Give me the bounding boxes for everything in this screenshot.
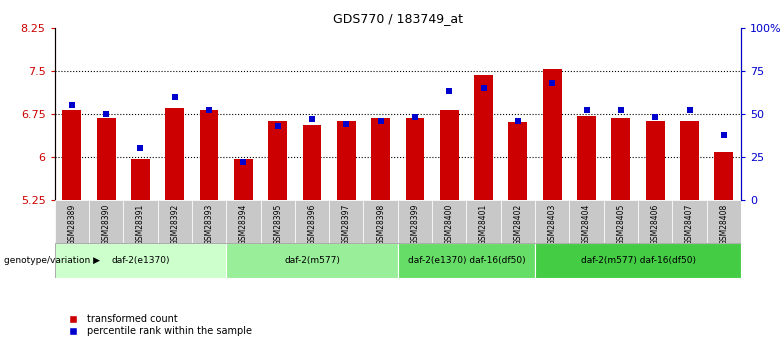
Bar <box>371 118 390 200</box>
Bar <box>569 200 604 243</box>
Text: daf-2(m577): daf-2(m577) <box>284 256 340 265</box>
Title: GDS770 / 183749_at: GDS770 / 183749_at <box>333 12 463 25</box>
Text: GSM28391: GSM28391 <box>136 204 145 245</box>
Bar <box>337 121 356 200</box>
Bar <box>398 243 535 278</box>
Bar <box>158 200 192 243</box>
Bar <box>680 121 699 200</box>
Text: GSM28402: GSM28402 <box>513 204 523 245</box>
Bar <box>55 200 89 243</box>
Bar <box>714 152 733 200</box>
Text: GSM28392: GSM28392 <box>170 204 179 245</box>
Text: GSM28399: GSM28399 <box>410 204 420 245</box>
Bar <box>638 200 672 243</box>
Bar <box>89 200 123 243</box>
Bar <box>165 108 184 200</box>
Bar <box>234 159 253 200</box>
Bar <box>398 200 432 243</box>
Bar <box>672 200 707 243</box>
Bar <box>406 118 424 200</box>
Bar <box>55 243 226 278</box>
Bar <box>543 69 562 200</box>
Bar <box>474 75 493 200</box>
Bar <box>440 110 459 200</box>
Bar <box>295 200 329 243</box>
Text: GSM28400: GSM28400 <box>445 204 454 245</box>
Text: GSM28406: GSM28406 <box>651 204 660 245</box>
Text: GSM28401: GSM28401 <box>479 204 488 245</box>
Text: GSM28396: GSM28396 <box>307 204 317 245</box>
Bar <box>97 118 115 200</box>
Text: GSM28393: GSM28393 <box>204 204 214 245</box>
Bar <box>226 243 398 278</box>
Bar <box>707 200 741 243</box>
Text: GSM28394: GSM28394 <box>239 204 248 245</box>
Legend: transformed count, percentile rank within the sample: transformed count, percentile rank withi… <box>59 310 256 340</box>
Bar <box>226 200 261 243</box>
Text: GSM28397: GSM28397 <box>342 204 351 245</box>
Text: daf-2(m577) daf-16(df50): daf-2(m577) daf-16(df50) <box>580 256 696 265</box>
Text: GSM28403: GSM28403 <box>548 204 557 245</box>
Text: GSM28408: GSM28408 <box>719 204 729 245</box>
Bar <box>62 110 81 200</box>
Bar <box>604 200 638 243</box>
Bar <box>466 200 501 243</box>
Bar <box>329 200 363 243</box>
Bar <box>535 200 569 243</box>
Text: genotype/variation ▶: genotype/variation ▶ <box>4 256 100 265</box>
Bar <box>432 200 466 243</box>
Bar <box>509 122 527 200</box>
Text: GSM28407: GSM28407 <box>685 204 694 245</box>
Bar <box>261 200 295 243</box>
Text: GSM28398: GSM28398 <box>376 204 385 245</box>
Text: GSM28404: GSM28404 <box>582 204 591 245</box>
Bar <box>123 200 158 243</box>
Bar <box>200 110 218 200</box>
Text: GSM28389: GSM28389 <box>67 204 76 245</box>
Text: daf-2(e1370): daf-2(e1370) <box>112 256 170 265</box>
Bar <box>268 121 287 200</box>
Bar <box>501 200 535 243</box>
Bar <box>535 243 741 278</box>
Text: GSM28390: GSM28390 <box>101 204 111 245</box>
Bar <box>646 121 665 200</box>
Bar <box>612 118 630 200</box>
Bar <box>131 159 150 200</box>
Text: daf-2(e1370) daf-16(df50): daf-2(e1370) daf-16(df50) <box>408 256 525 265</box>
Bar <box>363 200 398 243</box>
Text: GSM28405: GSM28405 <box>616 204 626 245</box>
Bar <box>577 116 596 200</box>
Bar <box>303 125 321 200</box>
Bar <box>192 200 226 243</box>
Text: GSM28395: GSM28395 <box>273 204 282 245</box>
